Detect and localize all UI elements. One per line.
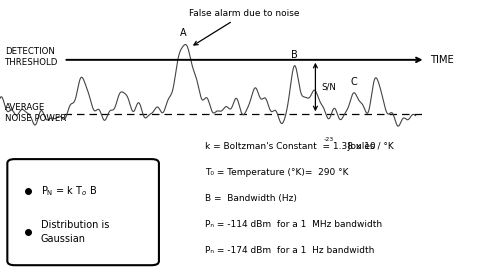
- Text: False alarm due to noise: False alarm due to noise: [189, 9, 299, 45]
- Text: $\mathregular{P_N}$ = k T$_o$ B: $\mathregular{P_N}$ = k T$_o$ B: [41, 184, 97, 197]
- Text: AVERAGE
NOISE POWER: AVERAGE NOISE POWER: [5, 103, 66, 123]
- Text: k = Boltzman's Constant  = 1.38 x 10: k = Boltzman's Constant = 1.38 x 10: [205, 142, 375, 152]
- Text: Pₙ = -114 dBm  for a 1  MHz bandwidth: Pₙ = -114 dBm for a 1 MHz bandwidth: [205, 220, 382, 229]
- Text: B =  Bandwidth (Hz): B = Bandwidth (Hz): [205, 194, 297, 203]
- FancyBboxPatch shape: [7, 159, 159, 265]
- Text: Joules / °K: Joules / °K: [345, 142, 393, 152]
- Text: TIME: TIME: [429, 55, 453, 65]
- Text: Pₙ = -174 dBm  for a 1  Hz bandwidth: Pₙ = -174 dBm for a 1 Hz bandwidth: [205, 246, 374, 255]
- Text: DETECTION
THRESHOLD: DETECTION THRESHOLD: [5, 47, 58, 67]
- Text: A: A: [180, 28, 186, 38]
- Text: Distribution is
Gaussian: Distribution is Gaussian: [41, 220, 109, 244]
- Text: T₀ = Temperature (°K)=  290 °K: T₀ = Temperature (°K)= 290 °K: [205, 168, 348, 177]
- Text: C: C: [350, 77, 357, 87]
- Text: S/N: S/N: [321, 82, 335, 92]
- Text: -23: -23: [323, 137, 333, 142]
- Text: B: B: [291, 50, 297, 60]
